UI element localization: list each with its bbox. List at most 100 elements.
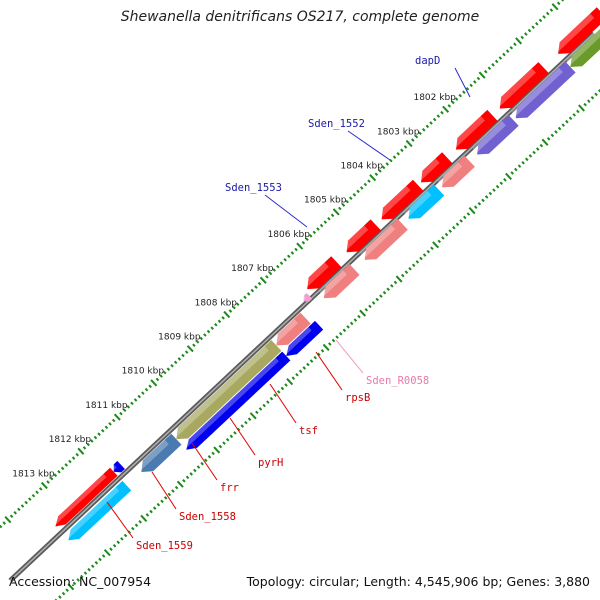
minor-tick-outer [2, 521, 7, 525]
minor-tick-inner [101, 554, 106, 558]
minor-tick-inner [249, 412, 257, 420]
minor-tick-outer [287, 254, 291, 259]
minor-tick-outer [144, 387, 149, 392]
minor-tick-outer [301, 240, 306, 245]
minor-tick-outer [505, 49, 510, 53]
minor-tick-inner [528, 154, 533, 158]
minor-tick-outer [100, 428, 105, 433]
minor-tick-inner [441, 236, 445, 240]
cds-blue-1553-body [286, 320, 324, 356]
minor-tick-inner [557, 126, 562, 131]
minor-tick-outer [549, 8, 554, 12]
tick-label: 1810 kbp [122, 367, 165, 377]
minor-tick-outer [363, 182, 368, 187]
minor-tick-outer [31, 493, 36, 498]
minor-tick-outer [141, 391, 145, 395]
cds-blue-long-shine [182, 357, 279, 449]
minor-tick-outer [272, 268, 276, 272]
minor-tick-outer [108, 422, 112, 426]
minor-tick-outer [352, 193, 357, 197]
minor-tick-inner [138, 520, 142, 524]
minor-tick-outer [181, 353, 185, 358]
minor-tick-inner [437, 239, 441, 244]
minor-tick-inner [594, 92, 598, 97]
minor-tick-inner [404, 270, 409, 274]
minor-tick-outer [392, 155, 397, 159]
minor-tick-inner [218, 444, 223, 449]
cds-Sden-1558-shine [472, 121, 506, 153]
tick-label: 1804 kbp [341, 162, 384, 172]
minor-tick-outer [53, 473, 58, 477]
minor-tick-inner [550, 133, 555, 138]
minor-tick-outer [170, 363, 174, 368]
minor-tick-outer [462, 90, 466, 94]
minor-tick-inner [554, 130, 558, 134]
minor-tick-inner [583, 102, 587, 107]
minor-tick-inner [67, 583, 75, 591]
minor-tick-outer [133, 398, 138, 402]
minor-tick-inner [269, 396, 274, 401]
minor-tick-inner [171, 489, 175, 493]
minor-tick-outer [82, 446, 87, 450]
minor-tick-outer [77, 447, 85, 455]
tick-label: 1808 kbp [195, 298, 238, 308]
minor-tick-outer [57, 470, 61, 474]
leader-sden_1552 [347, 130, 391, 161]
minor-tick-outer [421, 128, 426, 132]
minor-tick-outer [192, 343, 196, 348]
minor-tick-inner [284, 383, 288, 387]
minor-tick-outer [374, 172, 379, 177]
cds-red-far-body [55, 467, 118, 527]
minor-tick-outer [119, 411, 123, 416]
cds-frr [437, 155, 475, 188]
minor-tick-inner [76, 578, 80, 582]
leader-sden_r0058 [335, 339, 364, 374]
minor-tick-outer [502, 52, 506, 57]
minor-tick-outer [243, 295, 247, 300]
minor-tick-inner [525, 157, 529, 162]
minor-tick-outer [458, 93, 462, 98]
minor-tick-outer [551, 3, 559, 11]
minor-tick-outer [396, 151, 400, 156]
minor-tick-outer [86, 442, 90, 447]
cds-red-a-body [346, 219, 381, 253]
minor-tick-inner [390, 284, 394, 288]
cds-tsf [360, 218, 408, 260]
minor-tick-outer [538, 18, 543, 23]
minor-tick-inner [382, 290, 387, 295]
minor-tick-inner [262, 403, 266, 408]
minor-tick-outer [436, 114, 441, 118]
minor-tick-inner [302, 366, 307, 370]
minor-tick-outer [312, 230, 317, 235]
cds-red-c [416, 152, 453, 183]
cds-pyrH-body [408, 184, 445, 219]
genome-title: Shewanella denitrificans OS217, complete… [120, 9, 480, 25]
minor-tick-inner [357, 314, 361, 319]
minor-tick-outer [68, 459, 72, 464]
minor-tick-inner [145, 513, 150, 517]
minor-tick-outer [173, 360, 178, 365]
minor-tick-inner [140, 514, 148, 522]
minor-tick-inner [430, 246, 434, 251]
cds-tsf-shine [360, 225, 396, 259]
minor-tick-inner [565, 119, 569, 124]
tick-label: 1807 kbp [231, 264, 274, 274]
tick-label: 1806 kbp [268, 230, 311, 240]
minor-tick-outer [254, 285, 258, 289]
minor-tick-outer [0, 524, 3, 529]
minor-tick-outer [166, 367, 171, 371]
minor-tick-inner [463, 215, 467, 220]
minor-tick-inner [419, 256, 423, 261]
minor-tick-inner [313, 355, 317, 360]
gene-features [52, 7, 600, 541]
gene-label-sden_1552: Sden_1552 [308, 118, 365, 130]
cds-Sden-1552-shine [172, 346, 269, 438]
minor-tick-inner [375, 297, 379, 302]
gene-label-pyrh: pyrH [258, 457, 283, 469]
minor-tick-outer [283, 257, 287, 262]
minor-tick-outer [378, 169, 382, 173]
minor-tick-inner [116, 540, 121, 545]
minor-tick-outer [341, 203, 346, 207]
minor-tick-outer [24, 500, 28, 505]
minor-tick-outer [46, 480, 50, 484]
